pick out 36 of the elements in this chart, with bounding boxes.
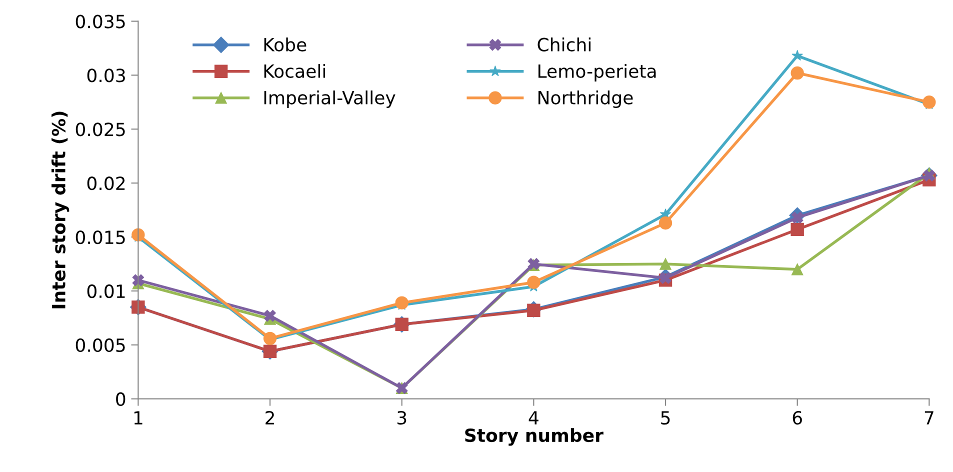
y-tick-label: 0.03: [87, 68, 125, 82]
y-tick-label: 0.02: [87, 176, 125, 190]
x-tick-label: 6: [792, 410, 802, 425]
x-tick-label: 2: [266, 410, 274, 424]
x-tick-label: 7: [924, 411, 934, 424]
point: [790, 66, 804, 80]
legend-label: Kobe: [264, 37, 306, 52]
x-tick-label: 5: [661, 411, 670, 425]
point: [660, 258, 672, 270]
point: [791, 263, 804, 276]
legend-label: Kocaeli: [264, 64, 326, 78]
point: [660, 272, 672, 284]
y-tick-label: 0.01: [87, 284, 125, 298]
legend-label: Imperial-Valley: [264, 90, 396, 108]
x-tick-label: 3: [397, 410, 406, 425]
point: [922, 96, 936, 109]
y-tick-label: 0.005: [76, 338, 125, 352]
y-tick-label: 0.035: [76, 14, 125, 28]
legend-label: Chichi: [538, 37, 590, 52]
point: [132, 274, 144, 286]
x-tick-label: 4: [528, 411, 538, 424]
point: [923, 170, 936, 182]
point: [790, 222, 804, 236]
point: [658, 216, 672, 230]
y-axis-title: Inter story drift (%): [52, 112, 70, 308]
point: [264, 310, 276, 322]
legend-label: Lemo-perieta: [538, 64, 656, 82]
point: [527, 276, 540, 289]
y-tick-label: 0: [116, 392, 126, 406]
x-tick-label: 1: [134, 411, 142, 424]
point: [792, 50, 803, 61]
point: [395, 296, 408, 310]
x-axis-title: Story number: [465, 428, 604, 446]
legend-label: Northridge: [538, 90, 633, 108]
y-tick-label: 0.015: [76, 230, 125, 244]
y-tick-label: 0.025: [76, 122, 125, 136]
